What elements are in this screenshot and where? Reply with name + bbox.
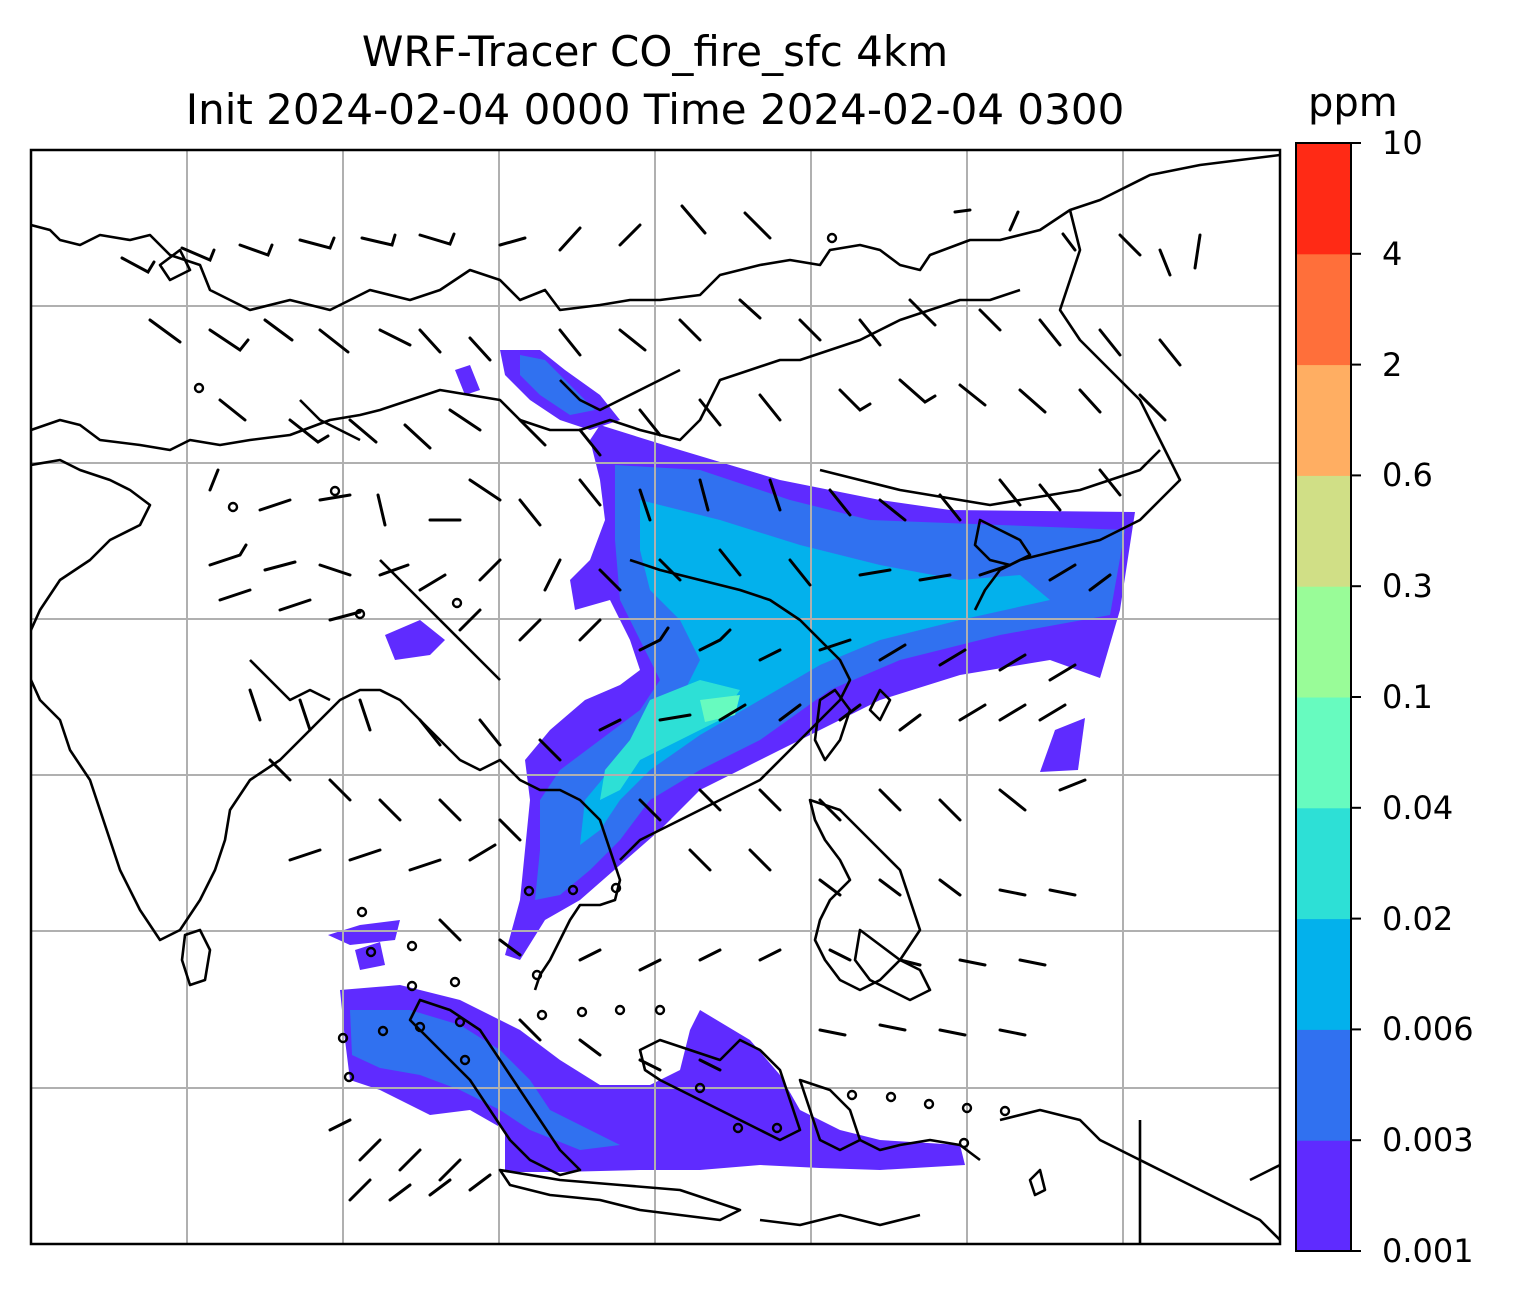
- colorbar-band: [1296, 697, 1351, 809]
- plume-lvl3-north: [580, 500, 1050, 845]
- plume-lvl1-sw: [385, 620, 445, 660]
- colorbar-frame: [1295, 142, 1352, 1252]
- plume-lvl1-strip: [328, 920, 400, 945]
- colorbar-band: [1296, 143, 1351, 255]
- plume-lvl1-south: [340, 985, 965, 1172]
- colorbar-band: [1296, 918, 1351, 1030]
- colorbar-tick-label: 0.6: [1382, 456, 1433, 495]
- chart-title-line2: Init 2024-02-04 0000 Time 2024-02-04 030…: [185, 85, 1125, 134]
- gridlines: [31, 150, 1280, 1244]
- colorbar-band: [1296, 364, 1351, 476]
- map-frame: [29, 148, 1282, 1246]
- calm-wind-circles: [193, 232, 1011, 1149]
- colorbar-tick-label: 0.1: [1382, 678, 1433, 716]
- colorbar-tick-label: 0.04: [1382, 788, 1454, 827]
- wind-barbs: [120, 204, 1202, 1202]
- colorbar-tick-label: 0.3: [1382, 567, 1433, 606]
- colorbar-tick-label: 0.001: [1382, 1232, 1474, 1270]
- plume-lvl2-west: [520, 355, 595, 415]
- colorbar-band: [1296, 586, 1351, 698]
- plume-lvl1-patch: [455, 365, 480, 395]
- colorbar-tick-label: 0.003: [1382, 1121, 1474, 1160]
- colorbar-tick-label: 0.006: [1382, 1010, 1474, 1049]
- colorbar-band: [1296, 475, 1351, 587]
- concentration-field: [328, 350, 1135, 1172]
- map-plot-area: [31, 150, 1280, 1244]
- colorbar: [1296, 142, 1361, 1252]
- colorbar-tick-label: 4: [1382, 234, 1403, 273]
- plume-lvl2-south: [350, 1010, 620, 1150]
- colorbar-band: [1296, 253, 1351, 366]
- colorbar-units: ppm: [1308, 80, 1398, 126]
- colorbar-band: [1296, 1140, 1351, 1252]
- chart-title-line1: WRF-Tracer CO_fire_sfc 4km: [361, 27, 949, 76]
- colorbar-band: [1296, 1029, 1351, 1141]
- colorbar-tick-label: 0.02: [1382, 899, 1454, 938]
- colorbar-band: [1296, 807, 1351, 920]
- colorbar-tick-label: 2: [1382, 345, 1403, 384]
- colorbar-tick-label: 10: [1382, 124, 1423, 162]
- plume-lvl1-east: [1040, 718, 1085, 772]
- coastlines: [31, 153, 1280, 1244]
